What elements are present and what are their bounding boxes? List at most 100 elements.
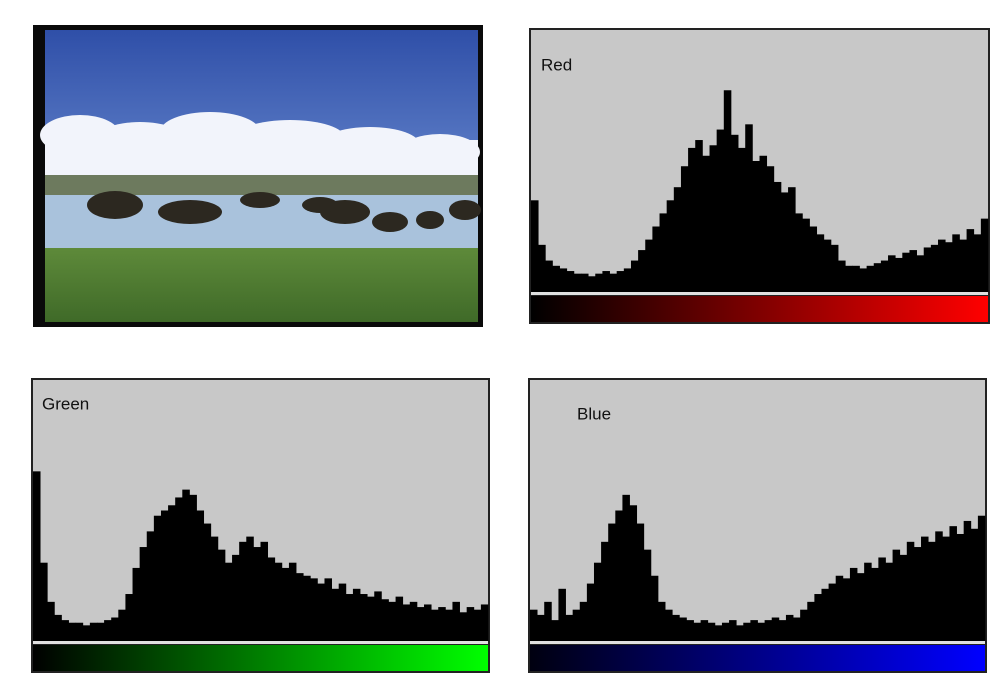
histogram-bar bbox=[211, 537, 219, 641]
histogram-bar bbox=[175, 497, 183, 641]
histogram-bar bbox=[90, 623, 98, 641]
histogram-bar bbox=[921, 537, 929, 641]
histogram-bar bbox=[182, 490, 190, 641]
histogram-bar bbox=[917, 255, 925, 292]
histogram-bar bbox=[964, 521, 972, 641]
histogram-bar bbox=[967, 229, 975, 292]
histogram-bar bbox=[360, 594, 368, 641]
histogram-bar bbox=[971, 529, 979, 641]
histogram-bar bbox=[909, 250, 917, 292]
histogram-bar bbox=[702, 156, 710, 292]
histogram-bar bbox=[125, 594, 133, 641]
histogram-bar bbox=[694, 623, 702, 641]
histogram-bar bbox=[679, 618, 687, 641]
histogram-bar bbox=[69, 623, 77, 641]
histogram-bar bbox=[959, 240, 967, 292]
histogram-bar bbox=[431, 610, 439, 641]
histogram-bar bbox=[736, 625, 744, 641]
histogram-bar bbox=[651, 576, 659, 641]
histogram-bar bbox=[674, 187, 682, 292]
histogram-bar bbox=[745, 124, 753, 292]
histogram-bar bbox=[658, 602, 666, 641]
histogram-bar bbox=[296, 573, 304, 641]
histogram-bar bbox=[622, 495, 630, 641]
histogram-bar bbox=[581, 274, 589, 292]
histogram-bar bbox=[111, 618, 119, 641]
histogram-bar bbox=[981, 219, 989, 292]
histogram-bar bbox=[945, 242, 953, 292]
histogram-bar bbox=[268, 557, 276, 641]
histogram-bar bbox=[282, 568, 290, 641]
histogram-bar bbox=[580, 602, 588, 641]
histogram-bar bbox=[765, 620, 773, 641]
histogram-bar bbox=[558, 589, 566, 641]
histogram-bar bbox=[665, 610, 673, 641]
histogram-bar bbox=[859, 268, 867, 292]
histogram-bar bbox=[615, 511, 623, 642]
histogram-bar bbox=[814, 594, 822, 641]
separator bbox=[33, 641, 488, 644]
histogram-bar bbox=[225, 563, 233, 641]
histogram-bar bbox=[403, 604, 411, 641]
histogram-bar bbox=[538, 245, 546, 292]
histogram-bar bbox=[481, 604, 489, 641]
histogram-bar bbox=[204, 524, 212, 641]
histogram-bar bbox=[786, 615, 794, 641]
histogram-bar bbox=[724, 90, 732, 292]
histogram-bar bbox=[760, 156, 768, 292]
histogram-bar bbox=[638, 250, 646, 292]
histogram-bar bbox=[949, 526, 957, 641]
histogram-bar bbox=[47, 602, 55, 641]
histogram-bar bbox=[445, 610, 453, 641]
histogram-bar bbox=[275, 563, 283, 641]
histogram-bar bbox=[83, 625, 91, 641]
histogram-bar bbox=[253, 547, 261, 641]
histogram-bar bbox=[474, 610, 482, 641]
histogram-bar bbox=[864, 563, 872, 641]
histogram-bar bbox=[601, 542, 609, 641]
histogram-bar bbox=[681, 166, 689, 292]
histogram-bar bbox=[552, 266, 560, 292]
histogram-bar bbox=[246, 537, 254, 641]
histogram-bar bbox=[660, 213, 668, 292]
histogram-bar bbox=[767, 166, 775, 292]
histogram-bar bbox=[829, 584, 837, 641]
panel-title: Blue bbox=[577, 404, 611, 423]
photo bbox=[33, 25, 483, 327]
histogram-bar bbox=[161, 511, 169, 642]
histogram-panel: Red bbox=[529, 28, 990, 324]
histogram-bar bbox=[566, 615, 574, 641]
histogram-bar bbox=[573, 610, 581, 641]
histogram-bar bbox=[610, 274, 618, 292]
histogram-bar bbox=[452, 602, 460, 641]
histogram-bar bbox=[774, 182, 782, 292]
histogram-bar bbox=[931, 245, 939, 292]
histogram-bar bbox=[644, 550, 652, 641]
histogram-bar bbox=[686, 620, 694, 641]
histogram-bar bbox=[974, 234, 982, 292]
histogram-bar bbox=[957, 534, 965, 641]
histogram-bar bbox=[617, 271, 625, 292]
separator bbox=[530, 641, 985, 644]
histogram-bar bbox=[817, 234, 825, 292]
figure: RedGreenBlue bbox=[0, 0, 1004, 673]
histogram-bar bbox=[821, 589, 829, 641]
histogram-bar bbox=[353, 589, 361, 641]
histogram-bar bbox=[852, 266, 860, 292]
histogram-bar bbox=[232, 555, 240, 641]
histogram-bar bbox=[460, 612, 468, 641]
histogram-bar bbox=[750, 620, 758, 641]
histogram-bar bbox=[893, 550, 901, 641]
histogram-bar bbox=[779, 620, 787, 641]
histogram-bar bbox=[645, 240, 653, 292]
histogram-bar bbox=[809, 227, 817, 293]
histogram-bar bbox=[467, 607, 475, 641]
histogram-bar bbox=[147, 531, 155, 641]
histogram-bar bbox=[261, 542, 269, 641]
histogram-bar bbox=[133, 568, 141, 641]
histogram-bar bbox=[560, 268, 568, 292]
histogram-bar bbox=[104, 620, 112, 641]
histogram-bar bbox=[907, 542, 915, 641]
histogram-bar bbox=[788, 187, 796, 292]
histogram-bar bbox=[218, 550, 226, 641]
